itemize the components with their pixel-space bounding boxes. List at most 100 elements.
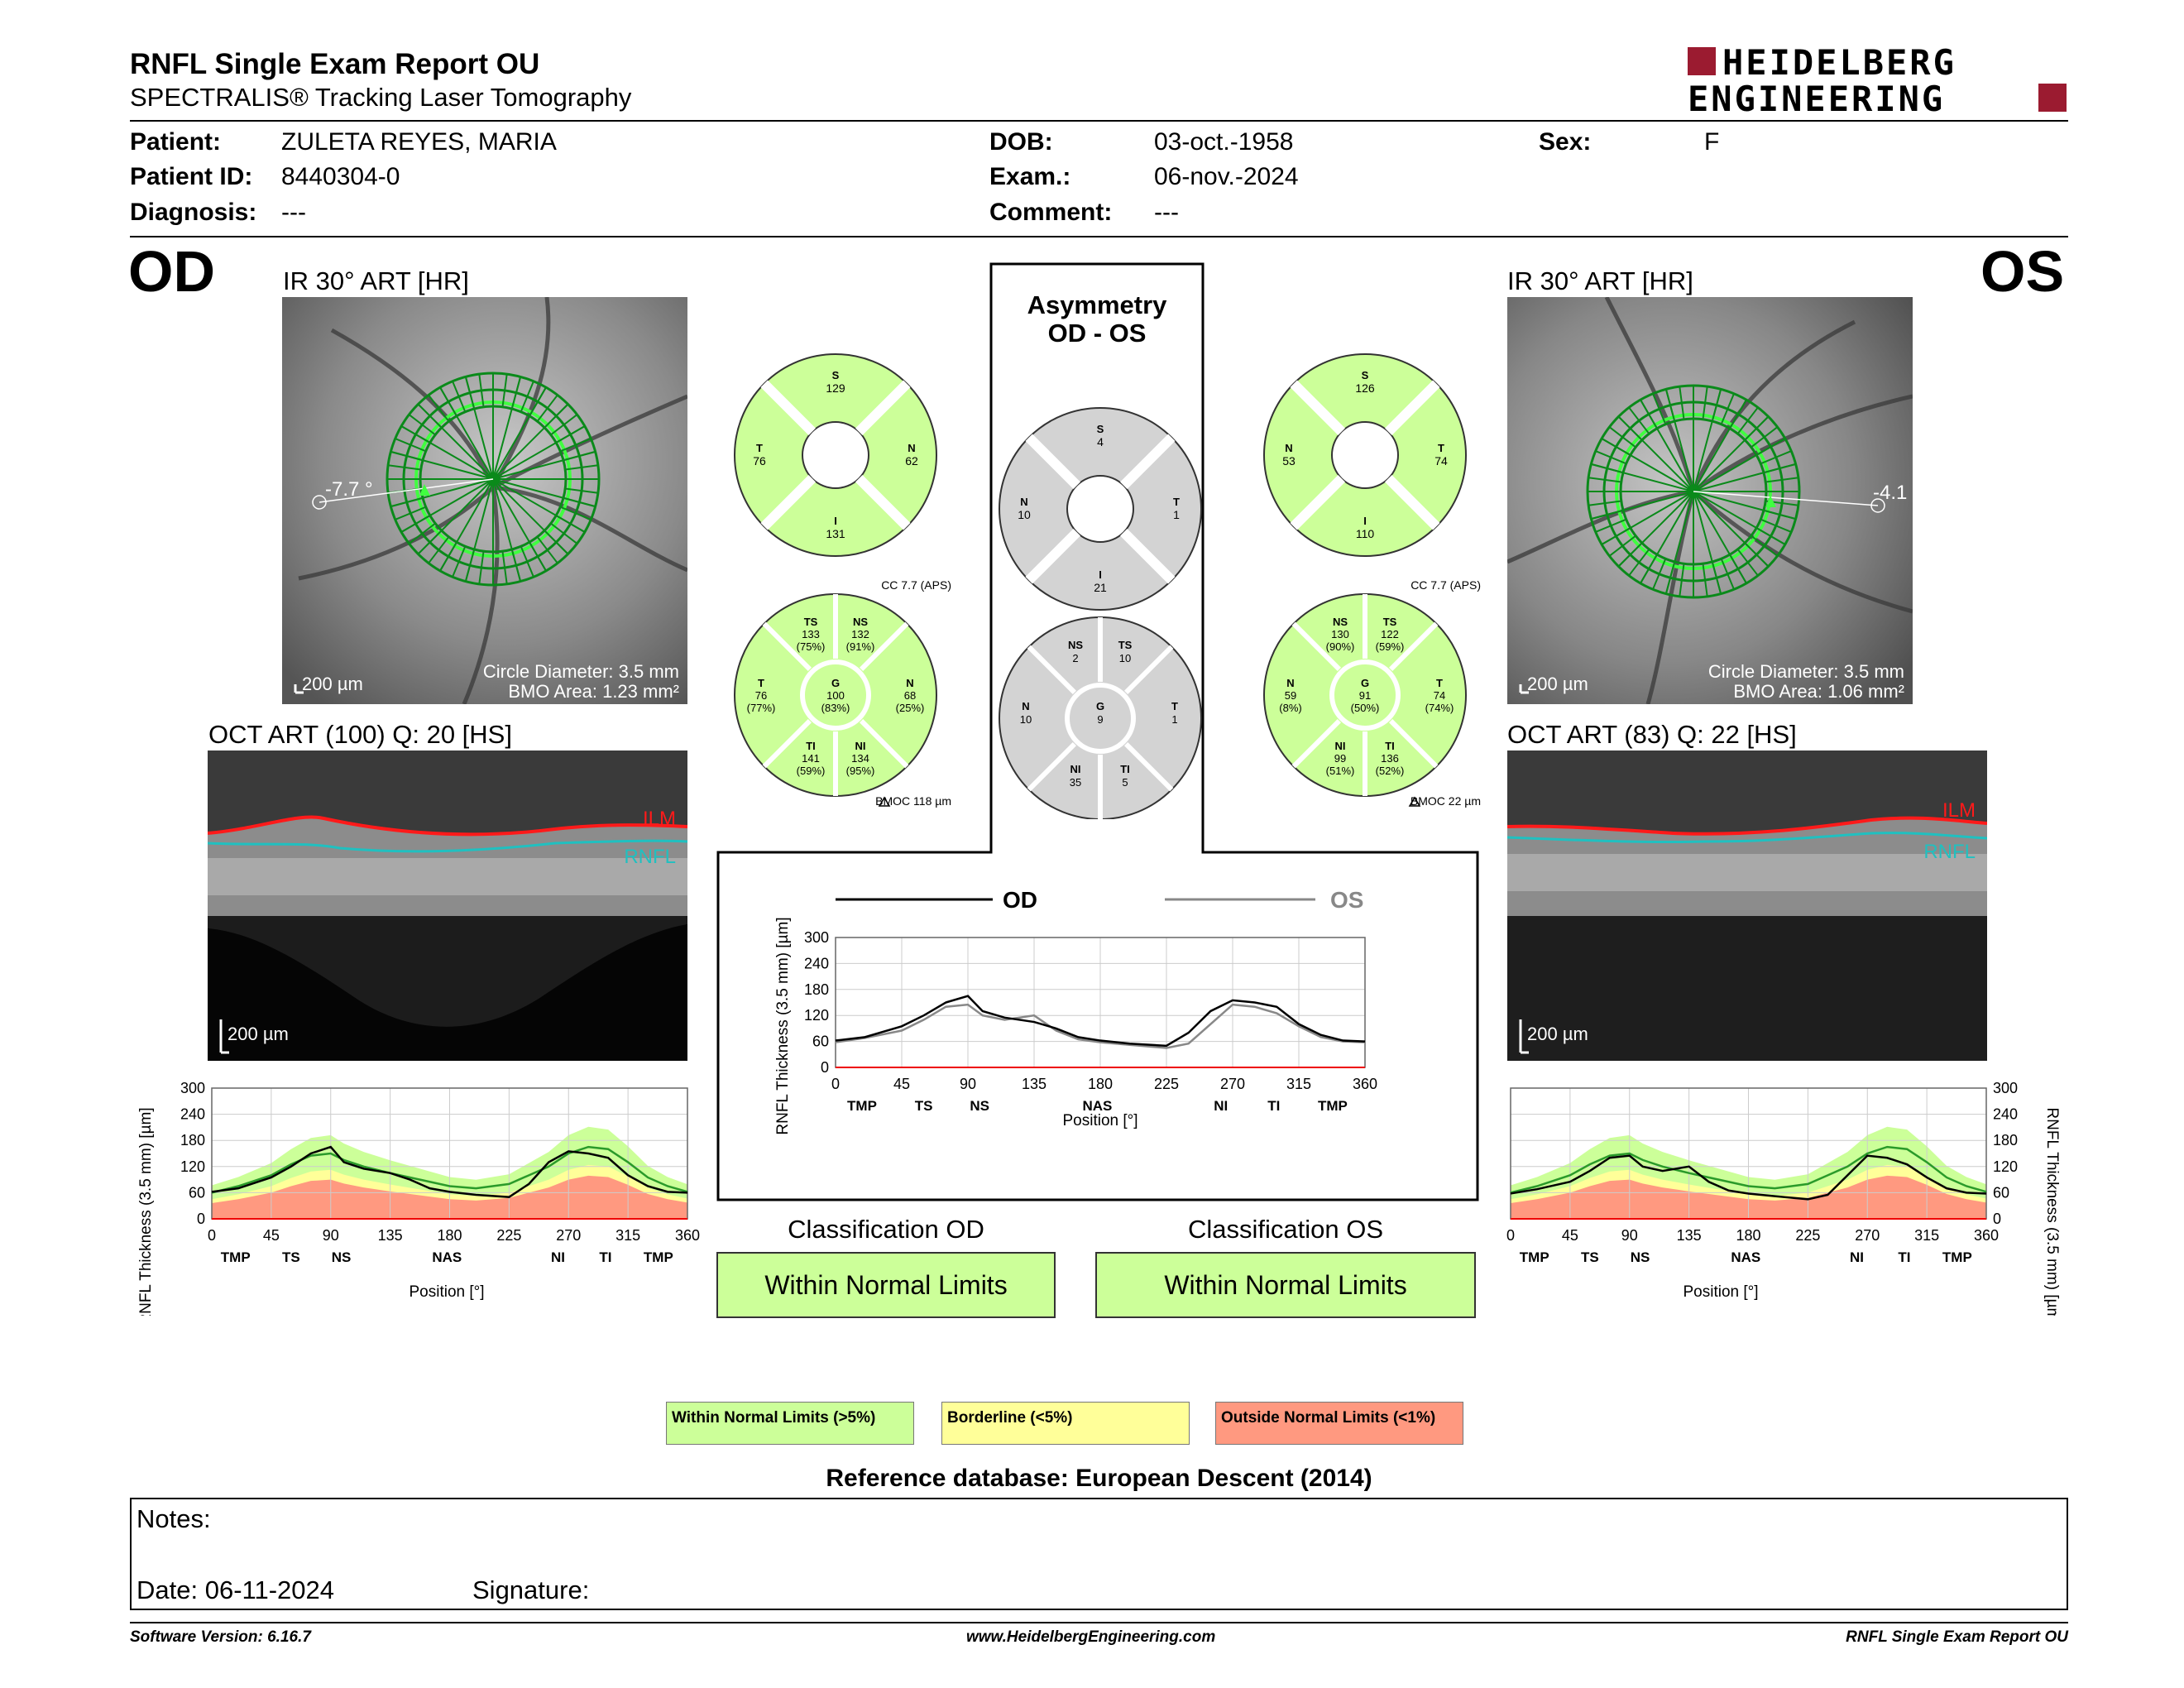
sector-label-T: T xyxy=(1436,677,1443,689)
y-tick: 300 xyxy=(804,929,829,946)
sector-value-NI: 134 xyxy=(851,752,869,765)
y-tick: 0 xyxy=(197,1211,205,1227)
sector-tick: TMP xyxy=(644,1249,673,1265)
sector-percent-TS: (75%) xyxy=(797,640,826,653)
y-tick: 300 xyxy=(1993,1080,2018,1096)
asymmetry-frame xyxy=(716,262,1479,1201)
sector-label-TI: TI xyxy=(806,740,816,752)
sector-label-TI: TI xyxy=(1120,763,1130,775)
comment-label: Comment: xyxy=(989,199,1113,226)
sector-label-G: G xyxy=(1096,700,1104,712)
sector-tick: NI xyxy=(1850,1249,1864,1265)
x-tick: 0 xyxy=(1506,1227,1515,1244)
os-plot-xlabel: Position [°] xyxy=(1683,1283,1758,1301)
os-classification-result: Within Normal Limits xyxy=(1095,1252,1476,1318)
sector-tick: TI xyxy=(1898,1249,1910,1265)
sector-percent-TI: (59%) xyxy=(797,765,826,777)
notes-label: Notes: xyxy=(136,1504,211,1533)
sector-tick: TI xyxy=(1267,1098,1280,1114)
sector-label-T: T xyxy=(756,442,763,454)
sector-value-S: 126 xyxy=(1355,381,1375,395)
x-tick: 180 xyxy=(1088,1076,1113,1092)
sector-label-T: T xyxy=(758,677,764,689)
sector-value-T: 76 xyxy=(753,454,766,468)
asymmetry-title: Asymmetry OD - OS xyxy=(1027,290,1167,348)
sector-percent-TS: (59%) xyxy=(1376,640,1405,653)
x-tick: 135 xyxy=(1022,1076,1046,1092)
report-title: RNFL Single Exam Report OU xyxy=(130,48,540,80)
sector-label-N: N xyxy=(1285,442,1292,454)
diagnosis-label: Diagnosis: xyxy=(130,199,257,226)
sector-label-I: I xyxy=(834,515,837,527)
sector-value-TS: 122 xyxy=(1381,628,1399,640)
od-ir-title: IR 30° ART [HR] xyxy=(283,266,469,295)
x-tick: 360 xyxy=(1974,1227,1999,1244)
y-tick: 60 xyxy=(1993,1184,2009,1201)
legend-os: OS xyxy=(1330,887,1363,913)
od-circle-diameter: Circle Diameter: 3.5 mm xyxy=(483,661,679,682)
series-normal-mean-line xyxy=(1510,1145,1987,1194)
os-classification-title: Classification OS xyxy=(1187,1215,1384,1244)
os-angle-label: -4.1 xyxy=(1873,482,1907,504)
sector-value-T: 1 xyxy=(1171,713,1177,726)
sector-tick: TS xyxy=(1581,1249,1599,1265)
website-link[interactable]: www.HeidelbergEngineering.com xyxy=(966,1628,1216,1646)
sector-label-T: T xyxy=(1438,442,1444,454)
os-fundus-image: -4.1 200 µm Circle Diameter: 3.5 mm BMO … xyxy=(1506,295,1913,705)
notes-box[interactable]: Notes: Date: 06-11-2024 Signature: xyxy=(130,1498,2068,1610)
sector-label-N: N xyxy=(1286,677,1294,689)
ou-thickness-plot: OD OS RNFL Thickness (3.5 mm) [µm] Posit… xyxy=(720,861,1473,1208)
y-tick: 0 xyxy=(821,1059,829,1076)
sector-percent-N: (25%) xyxy=(896,702,925,714)
x-tick: 315 xyxy=(615,1227,640,1244)
y-tick: 60 xyxy=(189,1184,205,1201)
sector-percent-NI: (51%) xyxy=(1326,765,1355,777)
sector-value-NI: 99 xyxy=(1334,752,1346,765)
od-eye-label: OD xyxy=(128,239,215,304)
series-od-line xyxy=(835,995,1366,1048)
exam-label: Exam.: xyxy=(989,163,1071,190)
software-version: Software Version: 6.16.7 xyxy=(130,1628,311,1646)
sector-value-NS: 130 xyxy=(1331,628,1349,640)
x-tick: 360 xyxy=(1353,1076,1377,1092)
x-tick: 180 xyxy=(1736,1227,1760,1244)
sector-label-I: I xyxy=(1099,568,1102,581)
od-plot-xlabel: Position [°] xyxy=(409,1283,484,1301)
sector-value-N: 53 xyxy=(1282,454,1296,468)
sector-label-TS: TS xyxy=(1383,616,1397,628)
x-tick: 360 xyxy=(675,1227,700,1244)
sector-value-NS: 132 xyxy=(851,628,869,640)
x-tick: 135 xyxy=(1677,1227,1702,1244)
sector-label-TI: TI xyxy=(1385,740,1395,752)
sector-value-TS: 133 xyxy=(802,628,820,640)
legend-borderline: Borderline (<5%) xyxy=(941,1402,1190,1445)
sector-value-I: 131 xyxy=(826,527,845,540)
sector-value-T: 1 xyxy=(1173,508,1180,521)
sector-label-TS: TS xyxy=(1118,639,1133,651)
x-tick: 270 xyxy=(1220,1076,1245,1092)
center-ylabel: RNFL Thickness (3.5 mm) [µm] xyxy=(774,917,792,1134)
patient-name: ZULETA REYES, MARIA xyxy=(281,128,557,156)
od-oct-title: OCT ART (100) Q: 20 [HS] xyxy=(208,720,512,749)
x-tick: 270 xyxy=(556,1227,581,1244)
sector-tick: TMP xyxy=(1318,1098,1348,1114)
od-bmo-area: BMO Area: 1.23 mm² xyxy=(508,681,679,702)
sector-tick: NAS xyxy=(432,1249,462,1265)
sector-percent-N: (8%) xyxy=(1279,702,1301,714)
sector-label-N: N xyxy=(1022,700,1029,712)
sector-label-S: S xyxy=(1097,423,1104,435)
x-tick: 0 xyxy=(831,1076,840,1092)
sector-label-NI: NI xyxy=(1335,740,1346,752)
sector-percent-T: (77%) xyxy=(747,702,776,714)
heidelberg-logo: HEIDELBERG ENGINEERING xyxy=(1688,42,2068,119)
od-bmoc-label: BMOC 118 µm xyxy=(875,794,951,808)
sector-tick: NAS xyxy=(1082,1098,1112,1114)
os-plot-ylabel: RNFL Thickness (3.5 mm) [µm] xyxy=(2043,1107,2061,1316)
dob-label: DOB: xyxy=(989,128,1053,156)
od-cc-label: CC 7.7 (APS) xyxy=(881,578,951,592)
